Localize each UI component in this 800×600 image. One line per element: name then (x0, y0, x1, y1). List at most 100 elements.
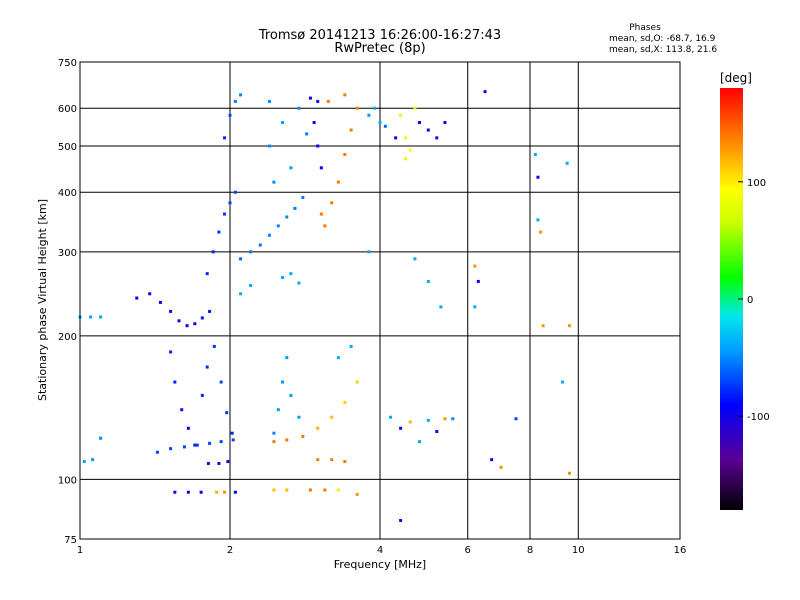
data-point (233, 99, 237, 103)
data-point (208, 441, 212, 445)
data-point (228, 113, 232, 117)
data-point (148, 292, 152, 296)
y-tick-label: 400 (58, 188, 77, 199)
chart-subtitle: RwPretec (8p) (334, 41, 425, 56)
data-point (336, 180, 340, 184)
data-point (343, 400, 347, 404)
data-point (195, 443, 199, 447)
data-point (228, 201, 232, 205)
data-point (285, 438, 289, 442)
data-point (343, 460, 347, 464)
y-tick-labels: 75 100 200 300 400 500 600 750 (58, 58, 77, 546)
data-point (435, 136, 439, 140)
data-point (319, 212, 323, 216)
data-point (323, 488, 327, 492)
y-tick-label: 600 (58, 104, 77, 115)
data-point (435, 430, 439, 434)
data-point (330, 415, 334, 419)
data-point (226, 460, 230, 464)
data-point (426, 418, 430, 422)
data-point (316, 99, 320, 103)
data-point (272, 180, 276, 184)
data-point (399, 519, 403, 523)
data-point (417, 440, 421, 444)
data-points (78, 90, 571, 523)
data-point (297, 106, 301, 110)
data-point (249, 283, 253, 287)
data-point (212, 344, 216, 348)
data-point (565, 161, 569, 165)
data-point (367, 113, 371, 117)
data-point (82, 460, 86, 464)
data-point (343, 93, 347, 97)
data-point (169, 447, 173, 451)
data-point (169, 309, 173, 313)
data-point (403, 136, 407, 140)
data-point (276, 224, 280, 228)
data-point (223, 212, 227, 216)
x-tick-label: 4 (377, 545, 383, 556)
data-point (289, 272, 293, 276)
data-point (193, 322, 197, 326)
data-point (219, 380, 223, 384)
data-point (389, 415, 393, 419)
data-point (193, 443, 197, 447)
data-point (499, 465, 503, 469)
y-tick-label: 75 (64, 535, 77, 546)
data-point (180, 408, 184, 412)
phase-stats-heading: Phases (629, 23, 661, 33)
data-point (426, 128, 430, 132)
data-point (267, 144, 271, 148)
data-point (408, 420, 412, 424)
data-point (200, 393, 204, 397)
colorbar-label: [deg] (720, 71, 752, 85)
data-point (258, 243, 262, 247)
data-point (367, 250, 371, 254)
phase-stats-o: mean, sd,O: -68.7, 16.9 (609, 34, 716, 44)
data-point (199, 490, 203, 494)
data-point (135, 296, 139, 300)
data-point (99, 436, 103, 440)
data-point (186, 490, 190, 494)
colorbar-tick-label: -100 (747, 412, 770, 423)
data-point (490, 458, 494, 462)
data-point (541, 324, 545, 328)
data-point (319, 166, 323, 170)
grid-lines (80, 62, 680, 539)
data-point (177, 319, 181, 323)
data-point (217, 461, 221, 465)
data-point (223, 136, 227, 140)
x-tick-label: 8 (527, 545, 533, 556)
data-point (281, 276, 285, 280)
data-point (267, 233, 271, 237)
data-point (301, 195, 305, 199)
data-point (316, 458, 320, 462)
data-point (443, 417, 447, 421)
data-point (394, 136, 398, 140)
y-tick-label: 200 (58, 332, 77, 343)
data-point (355, 380, 359, 384)
x-tick-labels: 1 2 4 6 8 10 16 (77, 545, 687, 556)
data-point (355, 106, 359, 110)
data-point (200, 316, 204, 320)
colorbar-tick-label: 100 (747, 178, 766, 189)
data-point (451, 417, 455, 421)
data-point (297, 415, 301, 419)
data-point (89, 315, 93, 319)
data-point (185, 324, 189, 328)
data-point (217, 230, 221, 234)
data-point (239, 257, 243, 261)
data-point (158, 300, 162, 304)
data-point (206, 461, 210, 465)
data-point (539, 230, 543, 234)
plot-frame (79, 61, 681, 540)
data-point (336, 356, 340, 360)
data-point (285, 215, 289, 219)
data-point (308, 96, 312, 100)
data-point (323, 224, 327, 228)
data-point (383, 124, 387, 128)
data-point (205, 365, 209, 369)
data-point (439, 305, 443, 309)
data-point (373, 106, 377, 110)
data-point (403, 157, 407, 161)
